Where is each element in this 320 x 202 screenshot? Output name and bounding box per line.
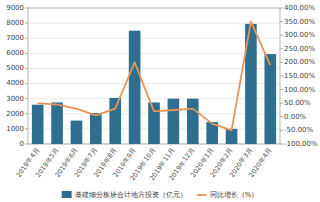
- y2-tick-label: 50.00%: [284, 99, 311, 107]
- y-tick: [25, 38, 28, 39]
- bar: [51, 102, 63, 144]
- legend-item: 同比增长（%）: [197, 191, 259, 199]
- legend-item: 基建细分板块合计地方投资（亿元）: [62, 191, 187, 199]
- y2-tick: [280, 48, 283, 49]
- y-tick: [25, 68, 28, 69]
- y-tick-label: 0: [20, 140, 24, 148]
- bar: [148, 102, 160, 144]
- y-tick-label: 7000: [6, 34, 24, 42]
- y2-tick-label: 200.00%: [284, 58, 315, 66]
- y-tick: [25, 128, 28, 129]
- bar: [129, 31, 141, 144]
- bar: [109, 98, 121, 144]
- data: [32, 22, 276, 144]
- y-tick-label: 2000: [6, 110, 24, 118]
- axes: 0 1000 2000 3000 4000 5000 6000 7000 8000 9000 -10…: [6, 4, 318, 182]
- bar: [32, 105, 44, 144]
- y2-tick-label: 250.00%: [284, 45, 315, 53]
- legend-swatch: [197, 194, 207, 196]
- y2-tick: [280, 35, 283, 36]
- grid-line: [28, 23, 280, 24]
- y2-tick: [280, 62, 283, 63]
- plot-frame: [28, 8, 280, 144]
- bar: [71, 121, 83, 144]
- legend-swatch: [62, 191, 72, 198]
- y-tick: [25, 113, 28, 114]
- line: [38, 22, 271, 131]
- y2-tick-label: 0.00%: [284, 113, 307, 121]
- legend: 基建细分板块合计地方投资（亿元） 同比增长（%）: [62, 191, 259, 199]
- y-tick: [25, 83, 28, 84]
- y2-tick: [280, 130, 283, 131]
- y2-tick-label: 350.00%: [284, 18, 315, 26]
- chart: 0 1000 2000 3000 4000 5000 6000 7000 8000 9000 -10…: [0, 0, 320, 202]
- y2-tick-label: 100.00%: [284, 86, 315, 94]
- grid-line: [28, 53, 280, 54]
- y-tick-label: 1000: [6, 125, 24, 133]
- y-tick-label: 8000: [6, 19, 24, 27]
- legend-label: 基建细分板块合计地方投资（亿元）: [75, 191, 187, 199]
- y2-tick: [280, 21, 283, 22]
- y-tick-label: 6000: [6, 49, 24, 57]
- y2-tick-label: -50.00%: [284, 126, 314, 134]
- y2-tick: [280, 8, 283, 9]
- legend-label: 同比增长（%）: [210, 191, 259, 199]
- y-tick: [25, 144, 28, 145]
- grid: [28, 8, 280, 144]
- x-tick-label: 2020年4月: [247, 146, 273, 179]
- y-tick: [25, 53, 28, 54]
- bar: [168, 99, 180, 144]
- y-tick: [25, 98, 28, 99]
- grid-line: [28, 98, 280, 99]
- y-tick: [25, 8, 28, 9]
- bar: [264, 54, 276, 144]
- y2-tick-label: -100.00%: [284, 140, 318, 148]
- y-tick-label: 5000: [6, 64, 24, 72]
- bar: [187, 99, 199, 144]
- bar: [90, 113, 102, 144]
- y-tick-label: 9000: [6, 4, 24, 12]
- y2-tick: [280, 116, 283, 117]
- y2-tick: [280, 89, 283, 90]
- grid-line: [28, 38, 280, 39]
- y-tick-label: 3000: [6, 95, 24, 103]
- y2-tick: [280, 76, 283, 77]
- grid-line: [28, 83, 280, 84]
- y2-tick: [280, 144, 283, 145]
- y-tick: [25, 23, 28, 24]
- y2-tick-label: 150.00%: [284, 72, 315, 80]
- y2-tick-label: 300.00%: [284, 31, 315, 39]
- y2-tick: [280, 103, 283, 104]
- y-tick-label: 4000: [6, 79, 24, 87]
- y2-tick-label: 400.00%: [284, 4, 315, 12]
